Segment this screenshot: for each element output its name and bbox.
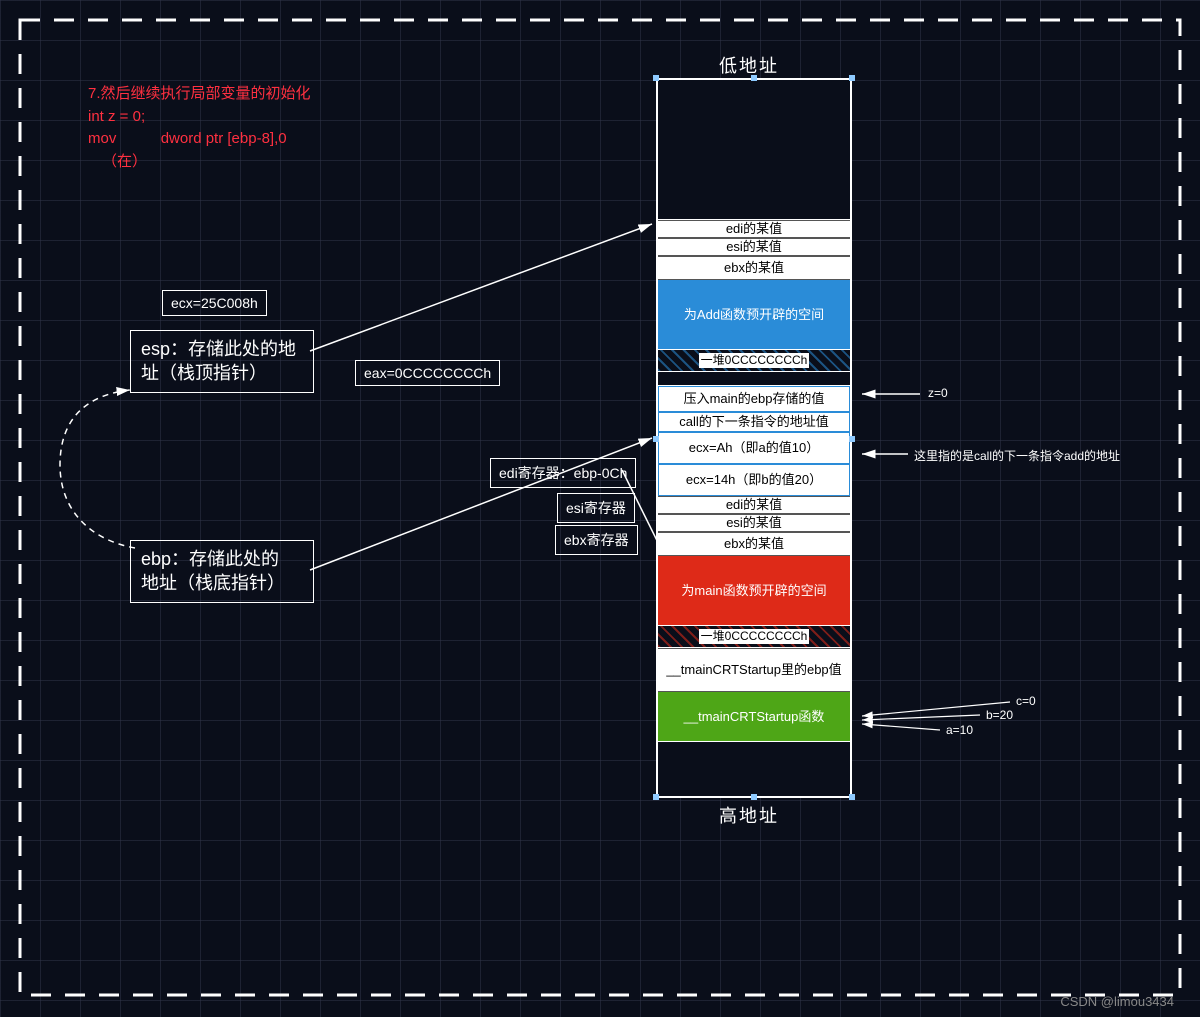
ebp-pointer-box: ebp：存储此处的 地址（栈底指针）: [130, 540, 314, 603]
label-low-address: 低地址: [719, 52, 779, 78]
step-line2: int z = 0;: [88, 106, 311, 129]
edi-register-box: edi寄存器：ebp-0Ch: [490, 458, 636, 488]
stack-cell-1: edi的某值: [658, 220, 850, 238]
memory-stack-diagram: edi的某值esi的某值ebx的某值为Add函数预开辟的空间一堆0CCCCCCC…: [656, 78, 852, 798]
stack-cell-12: esi的某值: [658, 514, 850, 532]
stack-cell-13: ebx的某值: [658, 532, 850, 556]
stack-cell-8: call的下一条指令的地址值: [658, 412, 850, 432]
annot-z: z=0: [928, 386, 948, 400]
step-line4: （在）: [88, 151, 311, 174]
stack-cell-10: ecx=14h（即b的值20）: [658, 464, 850, 496]
esp-text-l1: esp：存储此处的地: [141, 339, 296, 359]
stack-cell-18: [658, 742, 850, 796]
stack-cell-2: esi的某值: [658, 238, 850, 256]
eax-register-box: eax=0CCCCCCCCh: [355, 360, 500, 386]
annot-c: c=0: [1016, 694, 1036, 708]
ebp-text-l1: ebp：存储此处的: [141, 549, 279, 569]
watermark: CSDN @limou3434: [1060, 994, 1174, 1009]
step-description: 7.然后继续执行局部变量的初始化 int z = 0; mov dword pt…: [88, 83, 311, 173]
stack-cell-6: [658, 372, 850, 386]
stack-cell-4: 为Add函数预开辟的空间: [658, 280, 850, 350]
stack-cell-16: __tmainCRTStartup里的ebp值: [658, 648, 850, 692]
stack-cell-3: ebx的某值: [658, 256, 850, 280]
step-line3a: mov: [88, 130, 116, 147]
stack-cell-0: [658, 80, 850, 220]
annot-b: b=20: [986, 708, 1013, 722]
annot-a: a=10: [946, 723, 973, 737]
label-high-address: 高地址: [719, 802, 779, 828]
ecx-register-box: ecx=25C008h: [162, 290, 267, 316]
esp-pointer-box: esp：存储此处的地 址（栈顶指针）: [130, 330, 314, 393]
stack-cell-11: edi的某值: [658, 496, 850, 514]
stack-cell-14: 为main函数预开辟的空间: [658, 556, 850, 626]
step-line3b: dword ptr [ebp-8],0: [161, 130, 287, 147]
esp-text-l2: 址（栈顶指针）: [141, 363, 267, 383]
annot-call: 这里指的是call的下一条指令add的地址: [914, 447, 1120, 464]
stack-cell-7: 压入main的ebp存储的值: [658, 386, 850, 412]
ebp-text-l2: 地址（栈底指针）: [141, 573, 285, 593]
stack-cell-15: 一堆0CCCCCCCCh: [658, 626, 850, 648]
esi-register-box: esi寄存器: [557, 493, 635, 523]
step-line1: 7.然后继续执行局部变量的初始化: [88, 83, 311, 106]
ebx-register-box: ebx寄存器: [555, 525, 638, 555]
stack-cell-9: ecx=Ah（即a的值10）: [658, 432, 850, 464]
stack-cell-17: __tmainCRTStartup函数: [658, 692, 850, 742]
stack-cell-5: 一堆0CCCCCCCCh: [658, 350, 850, 372]
